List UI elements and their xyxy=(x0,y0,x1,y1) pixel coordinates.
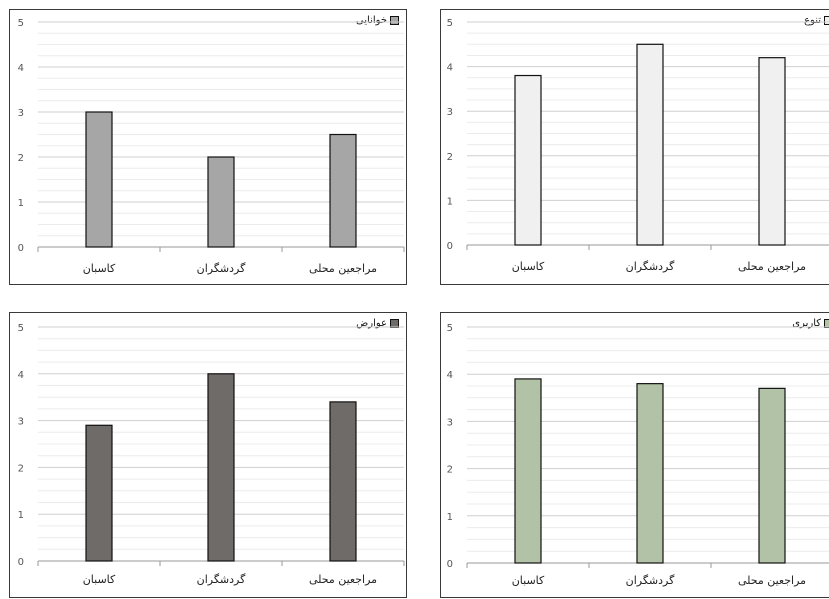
x-category-label: کاسبان xyxy=(83,262,116,275)
y-tick-label: 5 xyxy=(18,323,24,334)
x-category-label: مراجعین محلی xyxy=(738,574,806,587)
legend-label: کاربری xyxy=(792,318,821,329)
chart-panel-landuse: کاربری 0 1 2 3 4 5 کاسبان گردشگران مراجعین محلی xyxy=(440,312,829,598)
bar-1 xyxy=(85,424,113,562)
y-tick-label: 3 xyxy=(447,107,453,118)
bar-3 xyxy=(758,57,786,246)
legend-label: تنوع xyxy=(804,15,821,26)
bar-chart-features: 0 1 2 3 4 5 کاسبان گردشگران مراجعین محلی xyxy=(18,323,405,586)
y-tick-label: 5 xyxy=(447,18,453,29)
x-category-label: گردشگران xyxy=(197,573,246,586)
y-tick-label: 0 xyxy=(18,243,24,254)
bar-1 xyxy=(85,111,113,248)
legend-swatch xyxy=(390,16,399,25)
bar-1 xyxy=(514,378,542,564)
bar-2 xyxy=(636,43,664,246)
bar-chart-legibility: 0 1 2 3 4 5 کاسبان گردشگران مراجعین محلی xyxy=(18,18,405,275)
bar-2 xyxy=(207,156,235,248)
y-tick-label: 5 xyxy=(447,323,453,334)
y-tick-label: 1 xyxy=(447,512,453,523)
y-tick-label: 4 xyxy=(447,370,453,381)
x-category-label: کاسبان xyxy=(512,260,545,273)
legend-label: خوانایی xyxy=(355,15,387,26)
bar-chart-landuse: 0 1 2 3 4 5 کاسبان گردشگران مراجعین محلی xyxy=(447,323,829,587)
bar-2 xyxy=(636,383,664,564)
y-tick-label: 3 xyxy=(447,417,453,428)
chart-panel-legibility: خوانایی 0 1 2 3 4 5 کاسبان گردشگران مراجعین محلی xyxy=(9,9,407,285)
x-category-label: مراجعین محلی xyxy=(309,262,377,275)
y-tick-label: 0 xyxy=(18,557,24,568)
legend: تنوع xyxy=(804,15,829,26)
y-tick-label: 4 xyxy=(18,63,24,74)
x-category-label: مراجعین محلی xyxy=(309,573,377,586)
x-category-label: گردشگران xyxy=(626,574,675,587)
y-tick-label: 4 xyxy=(18,370,24,381)
y-tick-label: 0 xyxy=(447,559,453,570)
bar-3 xyxy=(758,387,786,564)
chart-panel-features: عوارض 0 1 2 3 4 5 کاسبان گردشگران مراجعین محلی xyxy=(9,312,407,598)
y-tick-label: 2 xyxy=(18,153,24,164)
chart-panel-diversity: تنوع 0 1 2 3 4 5 کاسبان گردشگران مراجعین محلی xyxy=(440,9,829,285)
y-tick-label: 2 xyxy=(447,465,453,476)
x-category-label: کاسبان xyxy=(83,573,116,586)
x-category-label: گردشگران xyxy=(626,260,675,273)
legend: خوانایی xyxy=(356,15,399,26)
y-tick-label: 1 xyxy=(18,510,24,521)
y-tick-label: 0 xyxy=(447,241,453,252)
bar-chart-diversity: 0 1 2 3 4 5 کاسبان گردشگران مراجعین محلی xyxy=(447,18,829,273)
bar-3 xyxy=(329,133,357,248)
y-tick-label: 5 xyxy=(18,18,24,29)
bar-3 xyxy=(329,401,357,562)
y-tick-label: 3 xyxy=(18,417,24,428)
y-tick-label: 1 xyxy=(18,198,24,209)
y-tick-label: 1 xyxy=(447,196,453,207)
bar-1 xyxy=(514,74,542,246)
x-category-label: کاسبان xyxy=(512,574,545,587)
y-tick-label: 3 xyxy=(18,108,24,119)
y-tick-label: 2 xyxy=(18,463,24,474)
x-category-label: مراجعین محلی xyxy=(738,260,806,273)
x-category-label: گردشگران xyxy=(197,262,246,275)
bar-2 xyxy=(207,373,235,562)
y-tick-label: 4 xyxy=(447,63,453,74)
y-tick-label: 2 xyxy=(447,152,453,163)
legend-swatch xyxy=(824,16,829,25)
legend-label: عوارض xyxy=(356,318,387,329)
